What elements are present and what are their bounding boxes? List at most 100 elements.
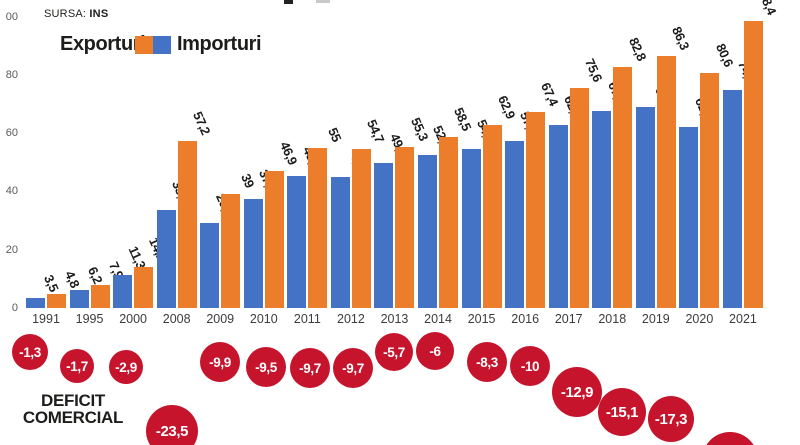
y-axis-tick: 20	[5, 243, 18, 256]
bar-value-label: 80,6	[712, 41, 737, 70]
year-label: 2008	[162, 312, 191, 326]
import-bar	[177, 141, 197, 308]
bar-value-label: 75,6	[582, 55, 606, 84]
year-label: 2020	[685, 312, 714, 326]
year-label: 2021	[729, 312, 757, 326]
source-line: SURSA: INS	[44, 8, 108, 20]
deficit-title: DEFICIT COMERCIAL	[16, 392, 130, 426]
y-axis-tick: 00	[5, 10, 18, 23]
import-bar	[395, 146, 415, 308]
y-axis-tick: 0	[11, 302, 18, 314]
export-bar	[374, 163, 394, 308]
export-bar	[418, 154, 438, 308]
deficit-circle: -1,3	[12, 334, 48, 370]
year-label: 2011	[293, 312, 321, 326]
import-bar	[482, 124, 502, 308]
bar-value-label: 67,4	[538, 79, 562, 108]
deficit-title-line2: COMERCIAL	[22, 408, 124, 427]
export-bar	[461, 148, 481, 308]
import-bar	[613, 66, 633, 308]
bar-value-label: 3,5	[41, 272, 62, 294]
legend-exports-label: Exporturi	[60, 33, 146, 55]
bar-value-label: 55,3	[407, 115, 432, 143]
y-axis-tick: 80	[5, 68, 18, 81]
export-bar	[156, 209, 176, 308]
import-bar	[700, 73, 720, 308]
export-bar	[548, 125, 568, 308]
import-bar	[569, 87, 589, 308]
bar-value-label: 86,3	[669, 24, 693, 53]
export-bar	[287, 175, 307, 308]
bar-value-label: 6,2	[84, 264, 106, 286]
deficit-circle: -9,7	[290, 348, 330, 388]
legend-imports-swatch-icon	[153, 36, 171, 54]
bar-value-label: 57,2	[190, 109, 214, 138]
export-bar	[243, 198, 263, 308]
bar-value-label: 39	[237, 171, 257, 191]
deficit-circle	[702, 432, 758, 445]
import-bar	[439, 137, 459, 308]
import-bar	[90, 284, 110, 308]
deficit-circle: -9,9	[200, 342, 240, 382]
export-bar	[635, 106, 655, 308]
export-bar	[200, 223, 220, 308]
bar-value-label: 46,9	[277, 139, 301, 168]
export-bar	[679, 126, 699, 308]
export-bar	[505, 140, 525, 308]
deficit-circle: -23,5	[146, 405, 198, 445]
year-label: 2016	[511, 312, 540, 326]
bar-value-label: 98,4	[756, 0, 780, 18]
deficit-circle: -15,1	[598, 388, 646, 436]
deficit-circle: -17,3	[648, 396, 694, 442]
year-label: 2019	[641, 312, 670, 326]
bar-value-label: 58,5	[451, 105, 475, 134]
export-bar	[26, 297, 45, 308]
legend-exports-swatch-icon	[135, 36, 153, 54]
export-bar	[330, 176, 350, 308]
year-label: 2018	[598, 312, 627, 326]
deficit-circle: -12,9	[552, 367, 602, 417]
export-bar	[722, 90, 742, 308]
import-bar	[264, 171, 284, 308]
deficit-circle: -1,7	[60, 349, 94, 383]
import-bar	[351, 148, 371, 308]
y-axis-tick: 60	[5, 127, 18, 140]
export-bar	[592, 110, 612, 308]
deficit-circle: -2,9	[109, 350, 143, 384]
import-bar	[308, 147, 328, 308]
cropped-title-remnant	[316, 0, 330, 3]
legend-imports-label: Importuri	[177, 33, 262, 55]
import-bar	[47, 294, 66, 308]
bar-value-label: 62,9	[494, 92, 519, 121]
year-label: 2012	[337, 312, 365, 326]
import-bar	[221, 194, 241, 308]
y-axis-tick: 40	[5, 185, 18, 198]
source-value: INS	[89, 8, 109, 20]
deficit-title-line1: DEFICIT	[40, 391, 105, 410]
year-label: 2010	[249, 312, 278, 326]
deficit-circle: -9,5	[246, 347, 286, 387]
cropped-title-remnant	[284, 0, 293, 4]
year-label: 1995	[75, 312, 104, 326]
deficit-circle: -8,3	[467, 342, 507, 382]
year-label: 2000	[119, 312, 148, 326]
year-label: 2014	[424, 312, 452, 326]
deficit-circle: -5,7	[375, 333, 413, 371]
export-bar	[113, 275, 133, 308]
deficit-circle: -6	[416, 332, 454, 370]
import-bar	[134, 266, 154, 308]
source-label: SURSA:	[44, 8, 87, 20]
year-label: 2009	[206, 312, 235, 326]
bar-value-label: 82,8	[625, 34, 649, 63]
year-label: 1991	[32, 312, 60, 326]
deficit-circle: -9,7	[333, 348, 373, 388]
import-bar	[656, 56, 676, 308]
deficit-circle: -10	[510, 346, 550, 386]
export-bar	[69, 289, 89, 308]
bar-value-label: 55	[324, 125, 345, 144]
year-label: 2013	[380, 312, 409, 326]
import-bar	[526, 111, 546, 308]
bar-value-label: 54,7	[364, 116, 388, 145]
year-label: 2017	[554, 312, 583, 326]
